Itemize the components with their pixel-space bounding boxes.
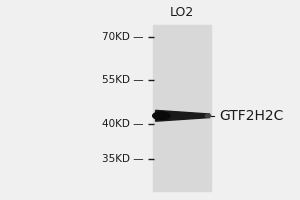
Text: 40KD —: 40KD — [103,119,144,129]
Text: GTF2H2C: GTF2H2C [220,109,284,123]
Text: 35KD —: 35KD — [102,154,144,164]
Polygon shape [156,110,209,121]
Bar [153,25,211,191]
Text: LO2: LO2 [170,6,194,19]
Text: 55KD —: 55KD — [102,75,144,85]
Ellipse shape [206,114,211,117]
Ellipse shape [153,112,170,120]
Text: 70KD —: 70KD — [103,32,144,42]
